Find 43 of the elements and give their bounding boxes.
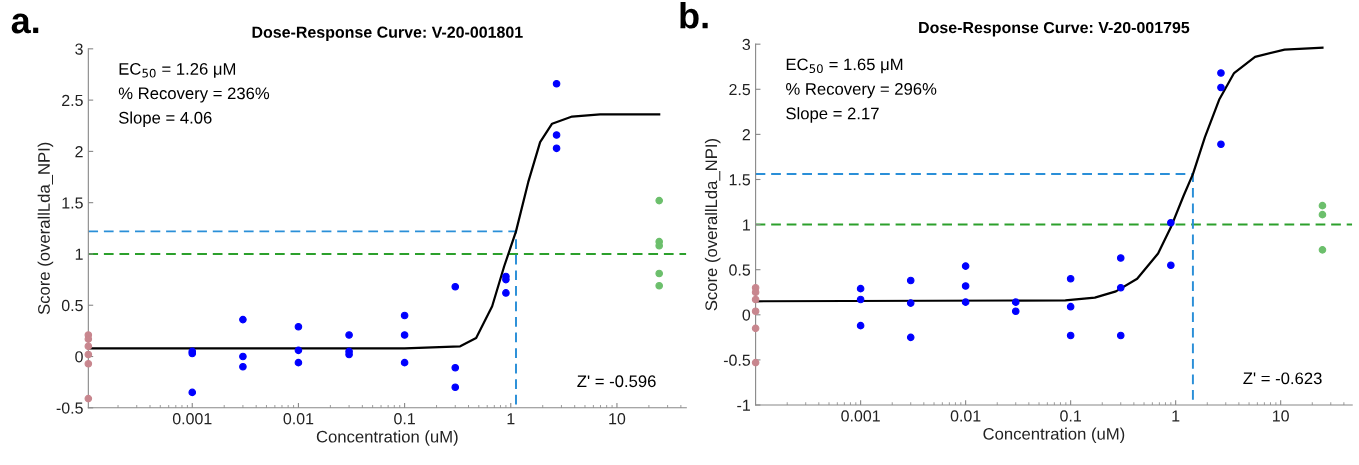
y-tick-label: 2: [75, 146, 83, 158]
y-tick-label: 0: [75, 351, 83, 363]
y-tick-label: 3: [75, 43, 83, 55]
y-tick-label: 1.5: [62, 197, 83, 209]
x-tick-label: 0.001: [172, 413, 212, 425]
x-tick-label: 1: [507, 413, 515, 425]
x-tick-label: 1: [1172, 410, 1180, 422]
chart-title: Dose-Response Curve: V-20-001801: [252, 26, 523, 42]
x-axis-title: Concentration (uM): [316, 430, 458, 446]
y-tick-label: -1: [737, 399, 750, 411]
y-tick-label: 2.5: [62, 94, 83, 107]
annotation: Z' = -0.623: [1243, 372, 1322, 385]
y-tick-label: 1: [743, 219, 750, 231]
y-tick-label: -0.5: [56, 402, 83, 414]
x-axis-title: Concentration (uM): [983, 427, 1125, 444]
y-tick-label: 2.5: [729, 83, 751, 96]
y-tick-label: 1.5: [729, 174, 751, 186]
y-tick-label: 0: [742, 309, 751, 321]
x-tick-label: 10: [609, 413, 626, 425]
y-tick-label: 2: [742, 129, 750, 141]
x-tick-label: 0.1: [1060, 410, 1081, 422]
y-tick-label: 3: [742, 38, 751, 51]
chart-title: Dose-Response Curve: V-20-001795: [919, 21, 1190, 37]
x-tick-label: 0.001: [841, 410, 880, 422]
annotation: EC$_{50}$ = 1.65 μM: [786, 58, 903, 74]
y-tick-label: 1: [75, 248, 83, 260]
x-tick-label: 0.01: [283, 413, 314, 425]
y-tick-label: -0.5: [723, 354, 751, 366]
x-tick-label: 10: [1273, 410, 1289, 422]
annotation: Z' = -0.596: [577, 375, 656, 388]
text: b.: [680, 2, 708, 29]
annotation: EC$_{50}$ = 1.26 μM: [119, 63, 236, 78]
annotation: % Recovery = 236%: [118, 87, 270, 103]
x-tick-label: 0.1: [394, 413, 415, 425]
y-tick-label: 0.5: [61, 299, 83, 312]
annotation: Slope = 4.06: [118, 111, 212, 127]
annotation: Slope = 2.17: [786, 107, 879, 123]
y-axis-title: Score (overallLda_NPI): [704, 139, 721, 311]
y-axis-title: Score (overallLda_NPI): [37, 142, 54, 315]
text: a.: [11, 13, 39, 34]
annotation: % Recovery = 296%: [786, 83, 937, 99]
x-tick-label: 0.01: [950, 410, 981, 422]
y-tick-label: 0.5: [729, 264, 751, 276]
